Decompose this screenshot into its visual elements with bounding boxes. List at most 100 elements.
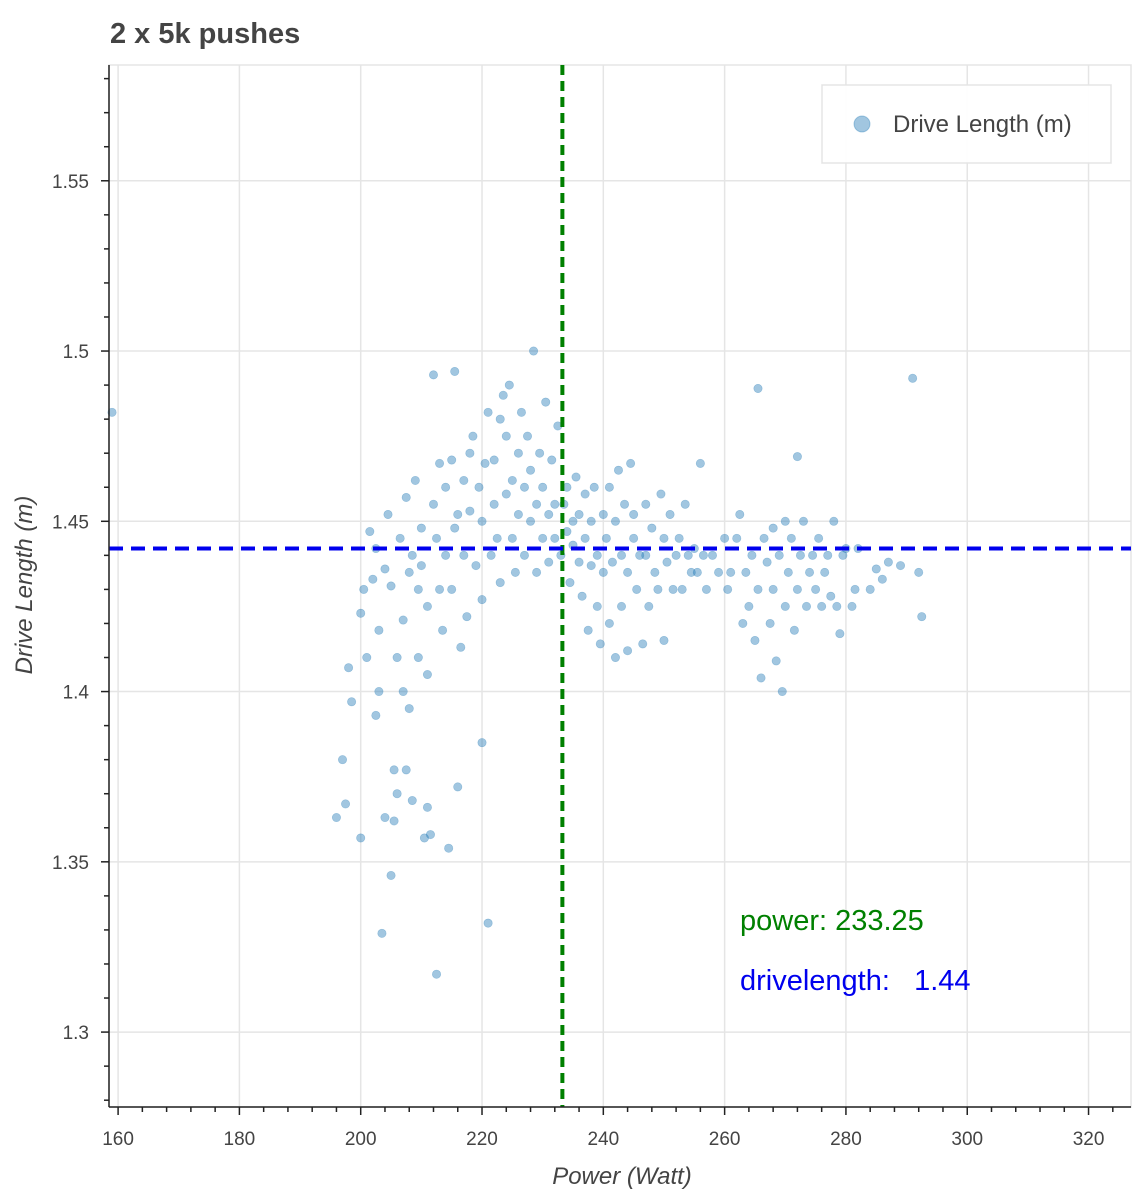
data-point: [707, 550, 717, 560]
data-point: [453, 509, 463, 519]
data-point: [671, 550, 681, 560]
data-point: [444, 843, 454, 853]
data-point: [338, 755, 348, 765]
data-point: [747, 550, 757, 560]
plot-border: [108, 64, 1132, 1108]
data-point: [589, 482, 599, 492]
data-point: [510, 567, 520, 577]
legend-marker: [853, 115, 871, 133]
data-point: [432, 969, 442, 979]
data-point: [425, 830, 435, 840]
data-point: [753, 584, 763, 594]
data-point: [695, 458, 705, 468]
data-point: [504, 380, 514, 390]
data-point: [432, 533, 442, 543]
data-point: [465, 506, 475, 516]
data-point: [701, 584, 711, 594]
data-point: [607, 557, 617, 567]
data-point: [641, 550, 651, 560]
data-point: [795, 550, 805, 560]
data-point: [635, 550, 645, 560]
data-point: [641, 499, 651, 509]
chart-title: 2 x 5k pushes: [110, 18, 301, 50]
data-point: [686, 567, 696, 577]
data-point: [780, 516, 790, 526]
data-point: [650, 567, 660, 577]
data-point: [565, 578, 575, 588]
data-point: [438, 625, 448, 635]
data-point: [865, 584, 875, 594]
data-point: [677, 584, 687, 594]
data-point: [720, 533, 730, 543]
data-point: [380, 813, 390, 823]
drivelength-annotation: drivelength: 1.44: [740, 965, 971, 997]
data-point: [404, 704, 414, 714]
y-tick-label: 1.3: [63, 1023, 89, 1044]
data-point: [550, 499, 560, 509]
data-point: [407, 550, 417, 560]
grid: [108, 64, 1132, 1108]
data-point: [477, 738, 487, 748]
data-point: [792, 584, 802, 594]
data-point: [513, 509, 523, 519]
data-point: [401, 765, 411, 775]
data-point: [392, 789, 402, 799]
data-point: [477, 595, 487, 605]
data-point: [471, 561, 481, 571]
data-point: [526, 465, 536, 475]
data-point: [914, 567, 924, 577]
data-point: [483, 918, 493, 928]
data-point: [726, 567, 736, 577]
data-point: [817, 601, 827, 611]
data-point: [814, 533, 824, 543]
legend-label: Drive Length (m): [893, 111, 1072, 138]
data-point: [732, 533, 742, 543]
data-point: [483, 407, 493, 417]
data-point: [495, 578, 505, 588]
data-point: [665, 509, 675, 519]
data-point: [623, 567, 633, 577]
data-point: [580, 533, 590, 543]
data-point: [792, 452, 802, 462]
data-point: [380, 564, 390, 574]
data-point: [428, 499, 438, 509]
data-point: [465, 448, 475, 458]
data-point: [744, 601, 754, 611]
data-point: [468, 431, 478, 441]
data-point: [574, 557, 584, 567]
data-point: [604, 618, 614, 628]
data-point: [407, 796, 417, 806]
data-point: [805, 567, 815, 577]
data-point: [386, 870, 396, 880]
data-point: [568, 516, 578, 526]
data-point: [331, 813, 341, 823]
data-point: [659, 533, 669, 543]
data-point: [362, 653, 372, 663]
data-point: [592, 550, 602, 560]
data-point: [613, 465, 623, 475]
data-point: [416, 561, 426, 571]
scatter-points: [107, 346, 927, 979]
data-point: [529, 346, 539, 356]
data-point: [750, 635, 760, 645]
data-point: [723, 584, 733, 594]
y-tick-label: 1.5: [63, 342, 89, 363]
data-point: [780, 601, 790, 611]
data-point: [507, 475, 517, 485]
data-point: [526, 516, 536, 526]
data-point: [632, 584, 642, 594]
data-point: [535, 448, 545, 458]
data-point: [774, 550, 784, 560]
data-point: [377, 928, 387, 938]
data-point: [501, 431, 511, 441]
data-point: [765, 618, 775, 628]
data-point: [374, 625, 384, 635]
data-point: [447, 455, 457, 465]
data-point: [419, 833, 429, 843]
data-point: [501, 489, 511, 499]
data-point: [623, 646, 633, 656]
data-point: [823, 550, 833, 560]
data-point: [659, 635, 669, 645]
data-point: [662, 557, 672, 567]
data-point: [598, 509, 608, 519]
